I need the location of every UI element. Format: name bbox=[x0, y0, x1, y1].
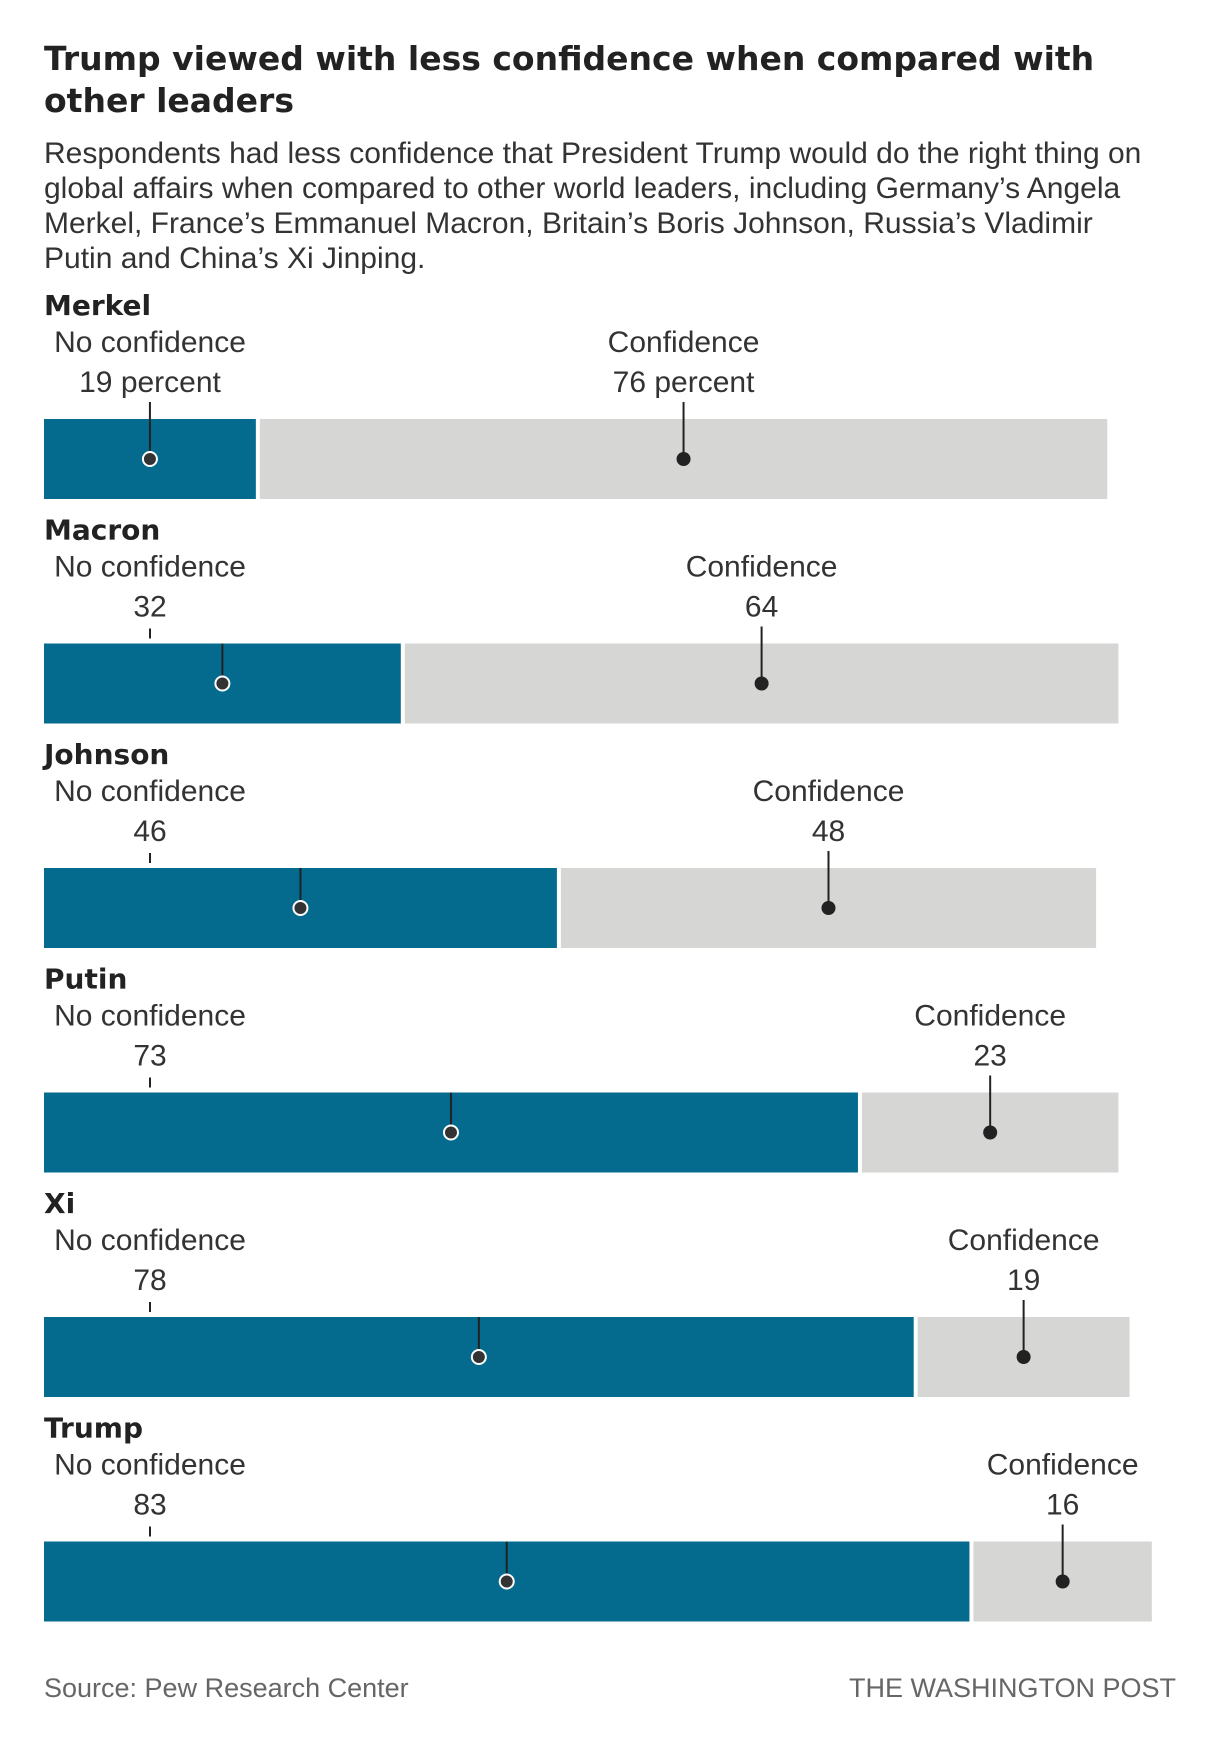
no-confidence-label: No confidence bbox=[54, 326, 246, 359]
confidence-value: 19 bbox=[1007, 1264, 1040, 1297]
confidence-dot bbox=[983, 1125, 998, 1140]
chart-title-line: other leaders bbox=[44, 81, 294, 120]
confidence-value: 64 bbox=[745, 591, 778, 624]
confidence-label: Confidence bbox=[608, 326, 760, 359]
publisher-credit: THE WASHINGTON POST bbox=[849, 1673, 1176, 1703]
confidence-value: 16 bbox=[1046, 1489, 1079, 1522]
no-confidence-dot bbox=[292, 900, 309, 916]
no-confidence-value: 19 percent bbox=[79, 366, 221, 399]
source-note: Source: Pew Research Center bbox=[44, 1673, 409, 1703]
no-confidence-value: 46 bbox=[133, 815, 166, 848]
chart-header: Trump viewed with less confidence when c… bbox=[44, 39, 1141, 275]
chart-rows: Merkel No confidence 19 percent Confidence 7… bbox=[42, 289, 1152, 1622]
chart-title-line: Trump viewed with less confidence when c… bbox=[44, 39, 1094, 78]
leader-name: Trump bbox=[44, 1412, 143, 1445]
row-trump: Trump No confidence 83 Confidence 16 bbox=[44, 1412, 1152, 1622]
chart-subtitle-line: global affairs when compared to other wo… bbox=[44, 172, 1120, 205]
confidence-label: Confidence bbox=[753, 775, 905, 808]
confidence-label: Confidence bbox=[686, 551, 838, 584]
no-confidence-dot bbox=[498, 1573, 515, 1590]
no-confidence-value: 83 bbox=[133, 1489, 166, 1522]
chart-subtitle: Respondents had less confidence that Pre… bbox=[44, 137, 1141, 275]
no-confidence-dot bbox=[141, 451, 158, 467]
confidence-dot bbox=[1055, 1574, 1070, 1589]
confidence-dot bbox=[676, 452, 691, 466]
confidence-dot bbox=[821, 901, 836, 915]
confidence-value: 23 bbox=[973, 1040, 1006, 1073]
row-xi: Xi No confidence 78 Confidence 19 bbox=[44, 1187, 1130, 1397]
no-confidence-label: No confidence bbox=[54, 1224, 246, 1257]
confidence-label: Confidence bbox=[914, 1000, 1066, 1033]
no-confidence-value: 32 bbox=[133, 591, 166, 624]
no-confidence-dot bbox=[470, 1349, 487, 1365]
confidence-dot bbox=[754, 676, 769, 691]
leader-name: Johnson bbox=[42, 738, 169, 771]
leader-name: Merkel bbox=[44, 289, 151, 322]
leader-name: Putin bbox=[44, 963, 127, 996]
no-confidence-label: No confidence bbox=[54, 1449, 246, 1482]
no-confidence-value: 73 bbox=[133, 1040, 166, 1073]
chart-footer: Source: Pew Research Center THE WASHINGTO… bbox=[44, 1673, 1176, 1703]
no-confidence-label: No confidence bbox=[54, 775, 246, 808]
chart-subtitle-line: Respondents had less confidence that Pre… bbox=[44, 137, 1141, 170]
row-johnson: Johnson No confidence 46 Confidence 48 bbox=[42, 738, 1097, 948]
leader-name: Macron bbox=[44, 514, 160, 547]
confidence-dot bbox=[1016, 1350, 1031, 1364]
no-confidence-dot bbox=[214, 675, 231, 692]
row-merkel: Merkel No confidence 19 percent Confidence 7… bbox=[44, 289, 1108, 499]
row-putin: Putin No confidence 73 Confidence 23 bbox=[44, 963, 1119, 1173]
no-confidence-value: 78 bbox=[133, 1264, 166, 1297]
confidence-label: Confidence bbox=[948, 1224, 1100, 1257]
confidence-label: Confidence bbox=[987, 1449, 1139, 1482]
no-confidence-label: No confidence bbox=[54, 1000, 246, 1033]
row-macron: Macron No confidence 32 Confidence 64 bbox=[44, 514, 1119, 724]
no-confidence-label: No confidence bbox=[54, 551, 246, 584]
chart-title: Trump viewed with less confidence when c… bbox=[44, 39, 1094, 120]
chart-subtitle-line: Merkel, France’s Emmanuel Macron, Britai… bbox=[44, 207, 1093, 240]
confidence-value: 76 percent bbox=[613, 366, 755, 399]
leader-name: Xi bbox=[44, 1187, 75, 1220]
chart-subtitle-line: Putin and China’s Xi Jinping. bbox=[44, 242, 425, 275]
confidence-value: 48 bbox=[812, 815, 845, 848]
no-confidence-dot bbox=[442, 1124, 459, 1141]
